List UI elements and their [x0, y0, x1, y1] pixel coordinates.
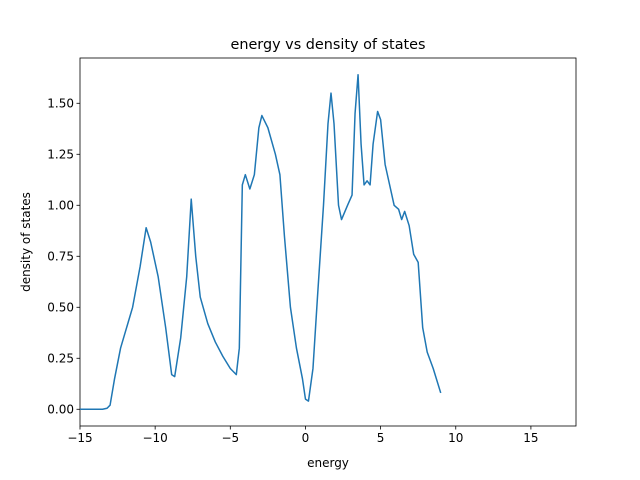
y-tick-label: 1.25 [47, 147, 74, 161]
y-tick-label: 0.00 [47, 402, 74, 416]
x-axis-label: energy [307, 456, 349, 470]
axes-frame [79, 57, 577, 427]
data-line [80, 73, 442, 411]
y-tick-label: 1.50 [47, 96, 74, 110]
x-tick-label: −10 [142, 431, 167, 445]
x-tick-label: −15 [67, 431, 92, 445]
x-tick-label: −5 [221, 431, 239, 445]
y-tick-label: 1.00 [47, 198, 74, 212]
y-tick-label: 0.50 [47, 300, 74, 314]
chart-title: energy vs density of states [230, 37, 425, 53]
y-tick-label: 0.75 [47, 249, 74, 263]
x-tick-label: 5 [377, 431, 385, 445]
x-tick-label: 10 [448, 431, 463, 445]
x-tick-label: 15 [523, 431, 538, 445]
y-axis-label: density of states [19, 192, 33, 292]
x-tick-label: 0 [302, 431, 310, 445]
y-tick-label: 0.25 [47, 351, 74, 365]
